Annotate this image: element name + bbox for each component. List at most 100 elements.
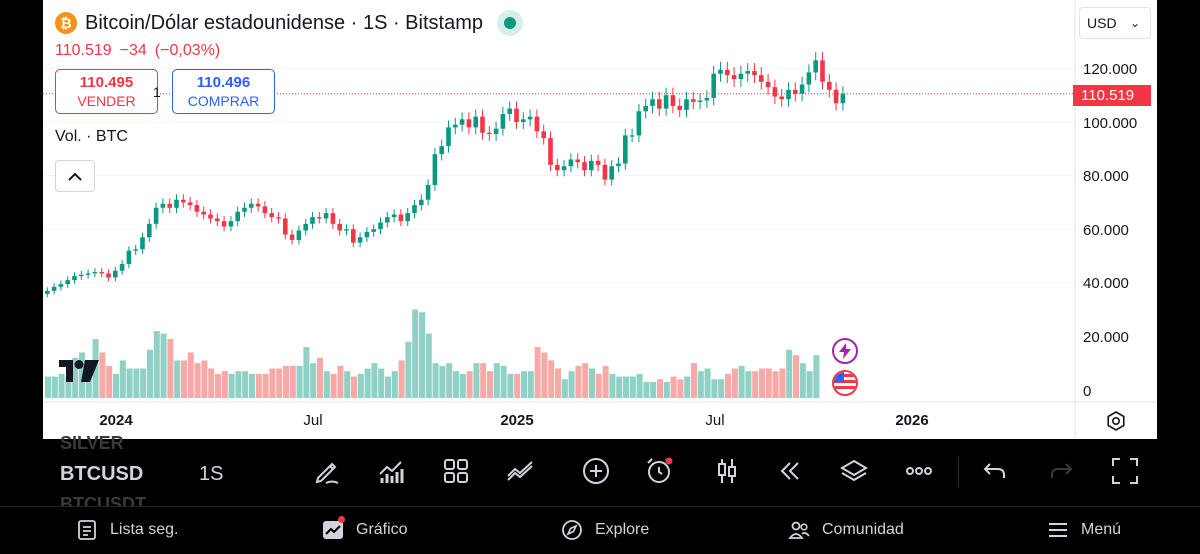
- volume-bar: [670, 376, 677, 398]
- candle-body: [201, 211, 206, 215]
- bottom-toolbar: SILVER BTCUSD BTCUSDT 1S: [0, 433, 1200, 514]
- candle-body: [310, 217, 315, 224]
- chart-icon: [323, 521, 343, 539]
- candle-body: [255, 203, 261, 207]
- alert-icon[interactable]: [644, 456, 674, 486]
- volume-bar: [133, 368, 140, 398]
- notification-badge: [338, 516, 345, 523]
- redo-icon[interactable]: [1046, 456, 1076, 486]
- add-icon[interactable]: [581, 456, 611, 486]
- chart-settings-button[interactable]: [1105, 410, 1127, 432]
- volume-bar: [555, 368, 561, 398]
- candle-body: [589, 160, 594, 171]
- interval-button[interactable]: 1S: [199, 463, 224, 485]
- volume-bar: [255, 373, 262, 398]
- volume-bar: [106, 365, 113, 398]
- undo-icon[interactable]: [980, 456, 1010, 486]
- currency-select[interactable]: USD ⌄: [1079, 7, 1151, 39]
- candles-icon[interactable]: [712, 456, 742, 486]
- candle-body: [514, 108, 519, 122]
- symbol-button[interactable]: BTCUSD: [60, 463, 144, 485]
- price-summary: 110.519 −34 (−0,03%): [55, 42, 228, 60]
- candle-body: [208, 214, 213, 219]
- candle-body: [752, 71, 757, 76]
- community-icon: [788, 521, 810, 539]
- candle-body: [459, 119, 465, 125]
- candle-body: [602, 164, 608, 180]
- time-tick: Jul: [705, 412, 725, 429]
- volume-bar: [92, 339, 99, 398]
- candle-body: [85, 273, 91, 275]
- candlestick-chart[interactable]: [43, 0, 1157, 439]
- economic-event-button[interactable]: [832, 370, 858, 396]
- candle-body: [317, 217, 322, 219]
- volume-bar: [684, 376, 691, 398]
- volume-bar: [99, 352, 106, 398]
- compare-icon[interactable]: [505, 456, 535, 486]
- current-price-label: 110.519: [1073, 85, 1151, 106]
- sell-button[interactable]: 110.495 VENDER: [55, 69, 158, 114]
- volume-bar: [521, 371, 527, 398]
- candle-body: [113, 270, 118, 278]
- volume-bar: [759, 368, 765, 398]
- candle-body: [806, 72, 812, 85]
- layers-icon[interactable]: [839, 456, 869, 486]
- candle-body: [616, 163, 621, 167]
- nav-community[interactable]: Comunidad: [788, 519, 904, 541]
- candle-body: [473, 116, 478, 128]
- volume-bar: [187, 352, 194, 398]
- price-tick: 40.000: [1083, 275, 1129, 292]
- draw-icon[interactable]: [312, 456, 342, 486]
- candle-body: [745, 71, 750, 74]
- price-change: −34: [119, 42, 147, 59]
- indicators-icon[interactable]: [376, 456, 406, 486]
- candle-body: [405, 213, 410, 222]
- more-icon[interactable]: [904, 456, 934, 486]
- volume-bar: [79, 352, 85, 398]
- lightning-icon: [839, 343, 851, 359]
- candle-body: [772, 87, 778, 97]
- candle-body: [45, 290, 50, 294]
- volume-bar: [303, 347, 310, 398]
- nav-watchlist[interactable]: Lista seg.: [76, 519, 178, 541]
- volume-bar: [453, 371, 459, 398]
- candle-body: [765, 81, 771, 88]
- buy-button[interactable]: 110.496 COMPRAR: [172, 69, 275, 114]
- volume-bar: [793, 355, 799, 398]
- candle-body: [140, 237, 145, 250]
- nav-menu[interactable]: Menú: [1047, 519, 1121, 541]
- dividend-event-button[interactable]: [832, 338, 858, 364]
- volume-bar: [561, 379, 568, 398]
- tradingview-logo[interactable]: [59, 360, 99, 389]
- candle-body: [493, 128, 499, 135]
- nav-explore[interactable]: Explore: [561, 519, 649, 541]
- fullscreen-icon[interactable]: [1110, 456, 1140, 486]
- candle-body: [187, 202, 193, 206]
- candle-body: [541, 131, 546, 139]
- chevron-up-icon: [68, 172, 82, 181]
- volume-bar: [439, 365, 446, 398]
- nav-chart[interactable]: Gráfico: [322, 516, 408, 541]
- trade-quantity[interactable]: 1: [153, 84, 161, 100]
- candle-body: [575, 159, 580, 163]
- volume-indicator-label[interactable]: Vol. · BTC: [55, 128, 128, 145]
- candle-body: [296, 230, 302, 240]
- symbol-header[interactable]: ₿ Bitcoin/Dólar estadounidense · 1S · Bi…: [55, 10, 523, 36]
- chart-panel[interactable]: ₿ Bitcoin/Dólar estadounidense · 1S · Bi…: [43, 0, 1157, 439]
- collapse-legend-button[interactable]: [55, 160, 95, 192]
- candle-body: [555, 164, 560, 171]
- replay-icon[interactable]: [775, 456, 805, 486]
- volume-bar: [507, 373, 514, 398]
- candle-body: [79, 274, 84, 277]
- volume-bar: [323, 371, 330, 398]
- ghost-symbol-above: SILVER: [60, 433, 124, 453]
- candle-body: [711, 73, 716, 98]
- volume-bar: [446, 363, 453, 398]
- symbol-title[interactable]: Bitcoin/Dólar estadounidense · 1S · Bits…: [85, 11, 483, 34]
- templates-icon[interactable]: [441, 456, 471, 486]
- nav-community-label: Comunidad: [822, 521, 904, 538]
- candle-body: [99, 272, 104, 274]
- candle-body: [439, 146, 444, 155]
- volume-bar: [534, 347, 541, 398]
